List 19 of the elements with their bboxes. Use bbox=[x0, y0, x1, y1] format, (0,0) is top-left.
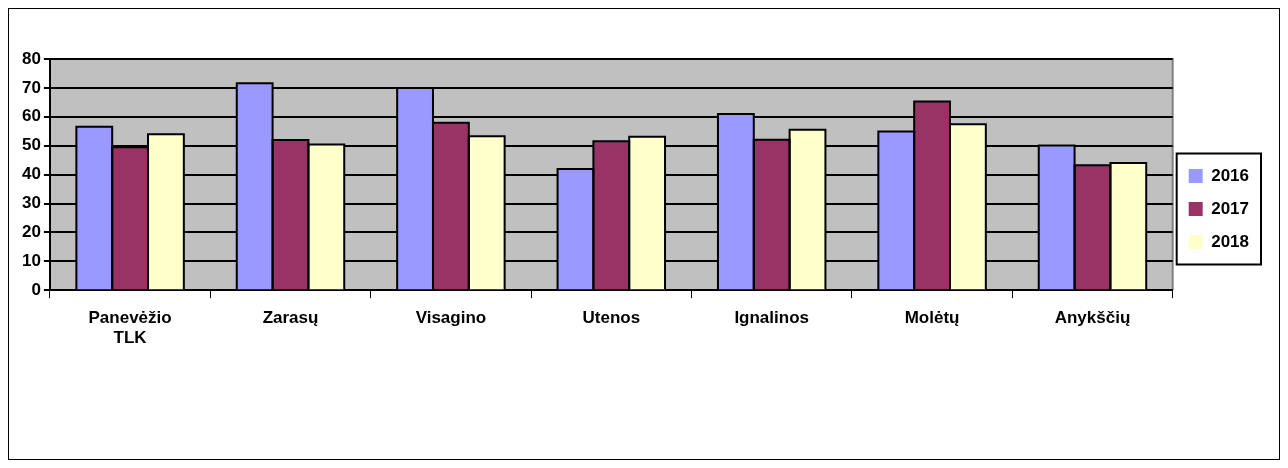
y-tick-label: 80 bbox=[21, 48, 41, 68]
y-tick-label: 60 bbox=[21, 106, 41, 126]
legend-label: 2018 bbox=[1211, 231, 1250, 251]
x-tick-label: Panevėžio TLK bbox=[88, 308, 172, 348]
y-tick-label: 50 bbox=[21, 135, 41, 155]
x-tick-label: Ignalinos bbox=[734, 308, 809, 328]
y-tick-label: 40 bbox=[21, 164, 41, 184]
legend-label: 2017 bbox=[1211, 198, 1250, 218]
x-tick-label: Visagino bbox=[415, 308, 487, 328]
y-tick-label: 10 bbox=[21, 250, 41, 270]
y-tick-label: 0 bbox=[31, 279, 41, 299]
y-tick-label: 70 bbox=[21, 77, 41, 97]
y-tick-label: 30 bbox=[21, 193, 41, 213]
x-tick-label: Zarasų bbox=[262, 308, 319, 328]
legend-label: 2016 bbox=[1211, 165, 1250, 185]
x-tick-label: Anykščių bbox=[1054, 308, 1131, 328]
x-tick-label: Molėtų bbox=[904, 308, 960, 328]
x-tick-label: Utenos bbox=[582, 308, 641, 328]
y-tick-label: 20 bbox=[21, 222, 41, 242]
